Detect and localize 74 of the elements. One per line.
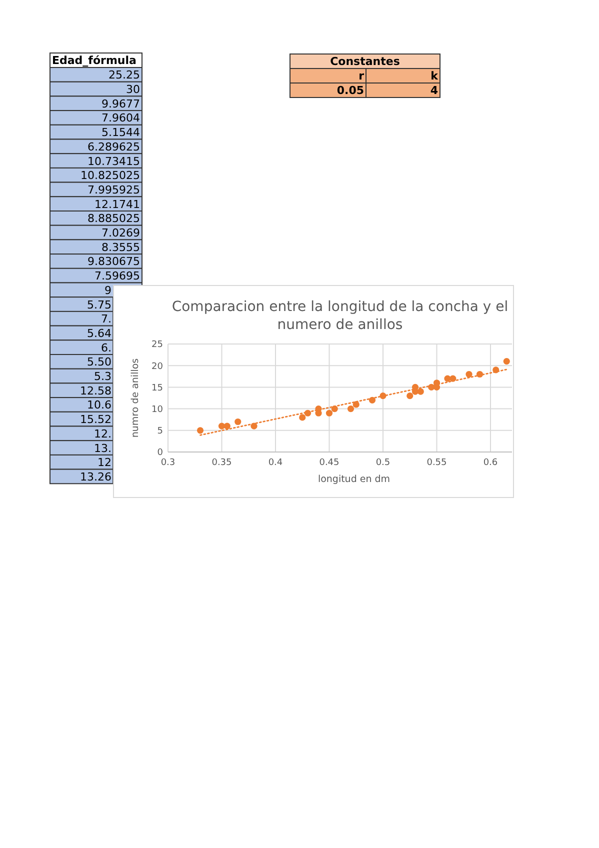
text: 12.58 xyxy=(80,384,112,398)
x-tick-label: 0.3 xyxy=(160,458,176,468)
text: 13. xyxy=(94,442,112,455)
text: 12.1741 xyxy=(94,198,140,211)
point xyxy=(412,388,419,395)
point xyxy=(476,370,484,378)
text: 5.64 xyxy=(87,326,112,340)
point xyxy=(326,410,333,416)
text: 13.26 xyxy=(80,470,112,484)
x-tick-label: 0.5 xyxy=(376,458,390,468)
point xyxy=(347,406,354,412)
point xyxy=(380,392,386,400)
y-tick-label: 25 xyxy=(152,340,163,350)
text: 7.995925 xyxy=(88,183,140,196)
y-tick-label: 15 xyxy=(152,383,163,394)
point xyxy=(466,370,472,378)
y-tick-label: 10 xyxy=(152,405,164,415)
text: 5.50 xyxy=(87,356,112,369)
text: 8.3555 xyxy=(102,240,140,254)
point xyxy=(406,392,414,400)
text: r xyxy=(358,70,365,82)
point xyxy=(234,418,242,426)
text: Constantes xyxy=(330,55,400,68)
text: 7.9604 xyxy=(102,112,140,125)
text: 5.1544 xyxy=(102,126,140,140)
text: 8.885025 xyxy=(88,212,140,226)
text: 6. xyxy=(101,341,112,354)
text: 30 xyxy=(126,83,140,96)
text: 7. xyxy=(101,312,112,326)
text: 4 xyxy=(430,84,438,97)
point xyxy=(331,406,338,412)
point xyxy=(218,422,226,430)
point xyxy=(196,427,204,434)
text: 5.75 xyxy=(87,298,112,312)
x-axis-title: longitud en dm xyxy=(318,474,390,485)
x-tick-label: 0.6 xyxy=(483,458,498,468)
chart-title: Comparacion entre la longitud de la concha y el numero de anillos xyxy=(172,299,508,333)
text: 10.825025 xyxy=(80,169,140,182)
point xyxy=(503,358,510,365)
point xyxy=(224,422,230,430)
text: k xyxy=(430,70,439,82)
point xyxy=(450,375,456,382)
x-tick-label: 0.4 xyxy=(268,458,283,468)
point xyxy=(428,384,435,390)
x-tick-label: 0.35 xyxy=(212,458,232,468)
text: 12 xyxy=(98,456,112,470)
point xyxy=(492,366,500,374)
y-tick-label: 0 xyxy=(157,448,164,458)
point xyxy=(368,396,376,404)
point xyxy=(417,388,424,395)
text: 5.3 xyxy=(94,370,112,383)
x-tick-label: 0.45 xyxy=(319,458,340,468)
point xyxy=(299,414,306,421)
text: Edad_fórmula xyxy=(52,54,136,67)
point xyxy=(352,401,360,408)
point xyxy=(433,380,440,386)
x-tick-label: 0.55 xyxy=(426,458,447,468)
text: 7.0269 xyxy=(102,226,140,240)
y-tick-label: 5 xyxy=(157,426,163,437)
text: 10.73415 xyxy=(88,154,140,168)
text: 15.52 xyxy=(80,413,112,426)
text: 10.6 xyxy=(87,398,112,412)
point xyxy=(250,422,258,430)
point xyxy=(304,410,312,416)
text: 25.25 xyxy=(108,68,140,82)
y-axis-title: numro de anillos xyxy=(130,358,141,438)
text: 12. xyxy=(94,427,112,440)
text: 7.59695 xyxy=(94,270,140,283)
text: 9.9677 xyxy=(102,97,140,110)
text: 0.05 xyxy=(336,84,364,97)
y-tick-label: 20 xyxy=(152,362,164,372)
text: 6.289625 xyxy=(88,140,140,154)
text: 9 xyxy=(104,284,112,297)
text: 9.830675 xyxy=(88,255,140,268)
